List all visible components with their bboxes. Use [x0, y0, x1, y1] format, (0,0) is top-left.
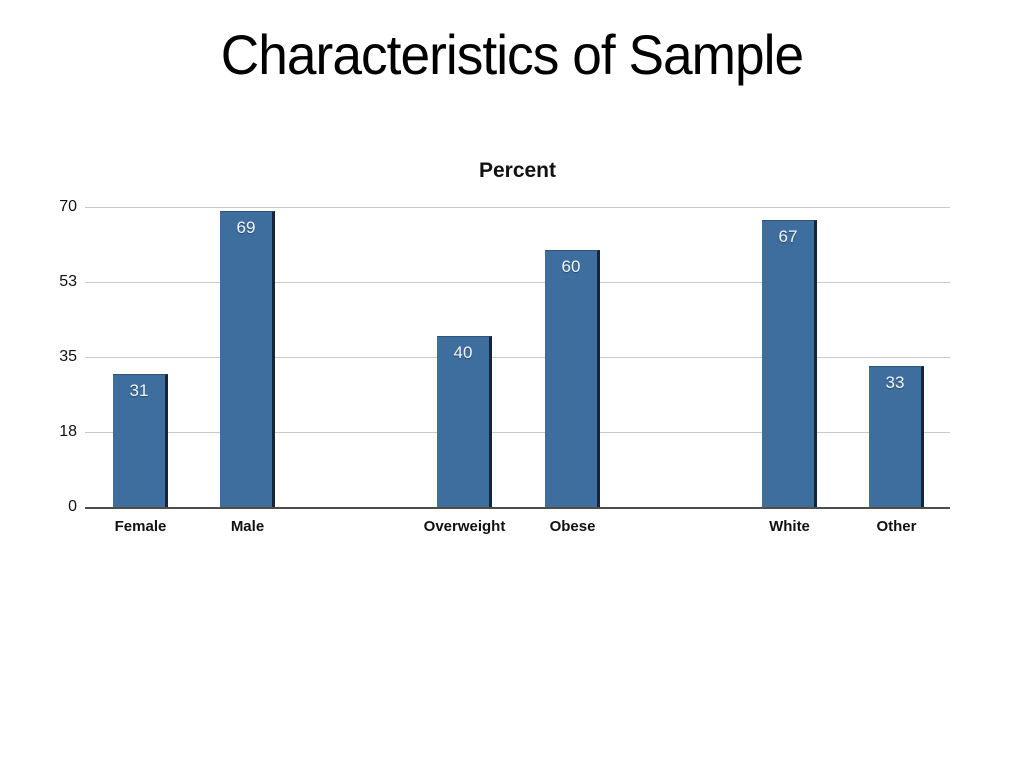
bar-white: 67 [762, 220, 817, 507]
bar-overweight: 40 [437, 336, 492, 507]
bar-value-label: 31 [129, 381, 149, 400]
x-category-label: Male [230, 518, 265, 535]
x-category-label: Overweight [423, 518, 506, 535]
bar-female: 31 [113, 374, 168, 507]
y-tick-label: 0 [68, 498, 77, 515]
x-category-label: Female [114, 518, 167, 535]
x-category-label: Other [876, 518, 917, 535]
bar-male: 69 [220, 211, 275, 507]
bar-obese: 60 [545, 250, 600, 507]
gridline [85, 282, 950, 283]
x-axis-line [85, 507, 950, 509]
chart-title: Percent [478, 159, 557, 182]
bar-value-label: 67 [778, 227, 798, 246]
gridline [85, 432, 950, 433]
bar-value-label: 69 [236, 218, 256, 237]
y-tick-label: 53 [59, 273, 77, 290]
x-category-label: Obese [549, 518, 596, 535]
gridline [85, 207, 950, 208]
bar-other: 33 [869, 366, 924, 507]
y-tick-label: 70 [59, 198, 77, 215]
x-category-label: White [769, 518, 810, 535]
gridline [85, 357, 950, 358]
y-tick-label: 18 [59, 423, 77, 440]
slide-title: Characteristics of Sample [220, 23, 804, 86]
bar-value-label: 40 [453, 343, 473, 362]
bar-value-label: 60 [561, 257, 581, 276]
y-tick-label: 35 [59, 348, 77, 365]
bar-value-label: 33 [885, 373, 905, 392]
